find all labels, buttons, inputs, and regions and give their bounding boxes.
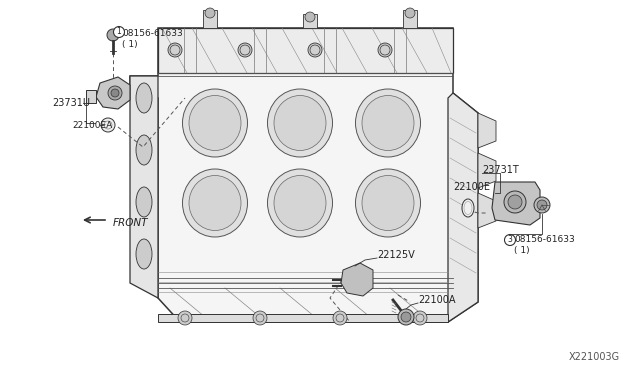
Text: 08156-61633: 08156-61633 <box>122 29 183 38</box>
Text: 23731T: 23731T <box>482 165 519 175</box>
Circle shape <box>401 312 411 322</box>
Text: 3: 3 <box>508 235 513 244</box>
Ellipse shape <box>136 187 152 217</box>
Circle shape <box>107 29 119 41</box>
Polygon shape <box>478 113 496 148</box>
Ellipse shape <box>362 176 414 231</box>
Circle shape <box>413 311 427 325</box>
Circle shape <box>534 197 550 213</box>
Ellipse shape <box>182 169 248 237</box>
Ellipse shape <box>136 83 152 113</box>
Circle shape <box>333 311 347 325</box>
Ellipse shape <box>136 135 152 165</box>
Ellipse shape <box>362 96 414 151</box>
Ellipse shape <box>268 89 333 157</box>
Circle shape <box>253 311 267 325</box>
FancyBboxPatch shape <box>303 14 317 28</box>
Text: 08156-61633: 08156-61633 <box>514 235 575 244</box>
Polygon shape <box>86 90 96 103</box>
Ellipse shape <box>182 89 248 157</box>
Circle shape <box>537 200 547 210</box>
Ellipse shape <box>268 169 333 237</box>
Text: 23731U: 23731U <box>52 98 90 108</box>
Circle shape <box>113 26 125 38</box>
FancyBboxPatch shape <box>403 10 417 28</box>
Circle shape <box>168 43 182 57</box>
Ellipse shape <box>355 169 420 237</box>
Text: X221003G: X221003G <box>569 352 620 362</box>
Ellipse shape <box>508 195 522 209</box>
Polygon shape <box>478 193 496 228</box>
Circle shape <box>205 8 215 18</box>
Circle shape <box>238 43 252 57</box>
Circle shape <box>178 311 192 325</box>
Circle shape <box>108 86 122 100</box>
Circle shape <box>405 8 415 18</box>
Polygon shape <box>130 28 478 322</box>
Text: 1: 1 <box>116 27 122 36</box>
Ellipse shape <box>274 176 326 231</box>
Text: 22100A: 22100A <box>418 295 456 305</box>
Ellipse shape <box>274 96 326 151</box>
Text: FRONT: FRONT <box>113 218 148 228</box>
Text: 22100EA: 22100EA <box>72 121 112 129</box>
Circle shape <box>305 12 315 22</box>
Polygon shape <box>448 93 478 322</box>
Circle shape <box>398 309 414 325</box>
Polygon shape <box>158 28 453 73</box>
Ellipse shape <box>504 191 526 213</box>
Text: 22125V: 22125V <box>377 250 415 260</box>
Ellipse shape <box>462 199 474 217</box>
Text: ( 1): ( 1) <box>514 246 530 255</box>
Ellipse shape <box>189 96 241 151</box>
FancyBboxPatch shape <box>203 10 217 28</box>
Ellipse shape <box>355 89 420 157</box>
Ellipse shape <box>136 239 152 269</box>
Ellipse shape <box>189 176 241 231</box>
Circle shape <box>111 89 119 97</box>
Circle shape <box>378 43 392 57</box>
Circle shape <box>101 118 115 132</box>
Text: 22100E: 22100E <box>453 182 490 192</box>
Polygon shape <box>130 76 158 298</box>
Circle shape <box>504 234 515 246</box>
Polygon shape <box>158 314 448 322</box>
Text: ( 1): ( 1) <box>122 39 138 48</box>
Circle shape <box>308 43 322 57</box>
Polygon shape <box>341 263 373 296</box>
Polygon shape <box>478 153 496 188</box>
Polygon shape <box>492 182 540 225</box>
Polygon shape <box>96 77 130 109</box>
